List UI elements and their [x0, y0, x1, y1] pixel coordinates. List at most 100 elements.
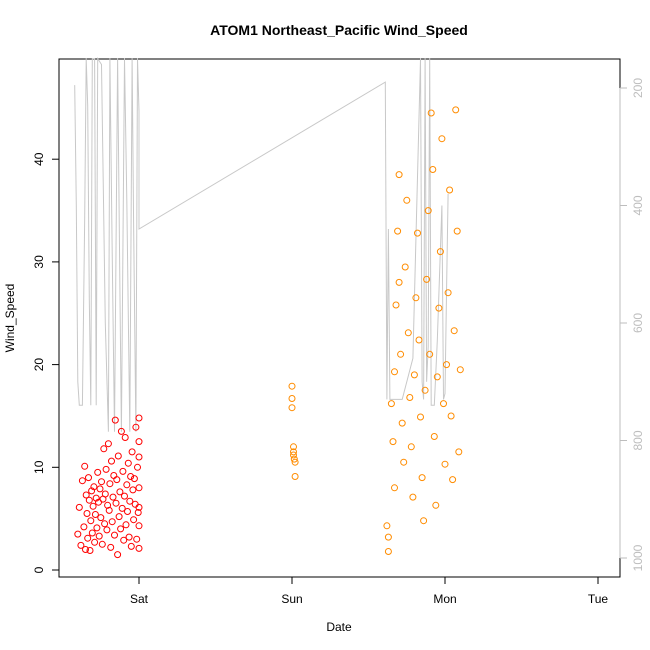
- data-point: [135, 503, 143, 511]
- data-point: [432, 501, 440, 509]
- data-point: [121, 492, 128, 500]
- data-point: [290, 443, 297, 451]
- data-point: [74, 530, 82, 538]
- data-point: [88, 529, 96, 537]
- data-point: [134, 509, 142, 516]
- data-point: [446, 186, 454, 194]
- data-point: [101, 520, 109, 528]
- data-point: [106, 480, 114, 488]
- data-point: [450, 327, 458, 335]
- data-point: [112, 499, 120, 507]
- data-point: [394, 227, 402, 235]
- data-point: [449, 476, 457, 484]
- data-point: [291, 473, 299, 480]
- data-point: [412, 294, 420, 302]
- x-tick-label: Sat: [130, 592, 149, 606]
- x-axis: Sat Sun Mon Tue: [130, 576, 608, 606]
- data-point: [395, 278, 403, 286]
- data-point: [121, 434, 129, 441]
- right-tick-label: 400: [631, 195, 645, 215]
- data-point: [135, 544, 143, 552]
- right-tick-label: 600: [631, 313, 645, 333]
- data-point: [392, 301, 400, 309]
- data-point: [105, 506, 113, 514]
- data-point: [452, 106, 460, 114]
- y-tick-label: 0: [32, 566, 46, 573]
- x-axis-label: Date: [326, 620, 352, 634]
- data-point: [85, 474, 92, 482]
- data-point: [288, 404, 296, 412]
- data-point: [134, 463, 141, 471]
- data-point: [426, 350, 434, 358]
- right-tick-label: 1000: [631, 544, 645, 571]
- right-tick-label: 200: [631, 78, 645, 98]
- plot-frame: [58, 58, 621, 578]
- data-point: [87, 517, 95, 525]
- data-point: [89, 502, 97, 510]
- data-point: [132, 423, 140, 431]
- data-point: [453, 227, 461, 235]
- data-point: [82, 546, 89, 553]
- data-point: [383, 522, 391, 530]
- data-point: [290, 455, 298, 463]
- overlay-series-line: [74, 56, 449, 432]
- data-point: [129, 486, 137, 494]
- data-point: [118, 504, 126, 512]
- data-point: [124, 508, 131, 515]
- data-point: [92, 494, 100, 502]
- data-point: [107, 543, 115, 551]
- data-point: [95, 532, 103, 540]
- data-point: [130, 475, 138, 483]
- data-point: [130, 516, 138, 524]
- data-point: [91, 538, 99, 546]
- data-point: [110, 472, 118, 479]
- data-point: [117, 525, 125, 533]
- data-point: [288, 382, 296, 390]
- data-point: [436, 248, 444, 256]
- data-point: [128, 448, 136, 456]
- points-layer: [74, 106, 464, 559]
- data-point: [384, 548, 392, 555]
- data-point: [455, 448, 463, 456]
- data-point: [125, 533, 133, 541]
- data-point: [98, 540, 106, 548]
- x-tick-label: Sun: [281, 592, 302, 606]
- data-point: [430, 433, 438, 440]
- data-point: [133, 535, 141, 543]
- data-point: [83, 510, 91, 517]
- data-point: [120, 536, 128, 544]
- data-point: [406, 394, 414, 401]
- data-point: [443, 361, 450, 369]
- data-point: [135, 484, 143, 492]
- data-point: [407, 443, 415, 451]
- data-point: [421, 386, 429, 394]
- data-point: [114, 551, 122, 559]
- data-point: [438, 135, 446, 143]
- data-point: [420, 517, 428, 525]
- data-point: [441, 460, 449, 468]
- data-point: [98, 478, 105, 486]
- data-point: [444, 289, 452, 297]
- data-point: [109, 493, 117, 501]
- data-point: [447, 412, 455, 420]
- data-point: [102, 465, 110, 473]
- data-point: [288, 395, 296, 402]
- data-point: [126, 497, 134, 505]
- data-point: [123, 481, 131, 489]
- data-point: [435, 304, 443, 312]
- data-point: [423, 275, 431, 283]
- data-point: [101, 490, 109, 498]
- y-axis-label: Wind_Speed: [3, 284, 17, 353]
- data-point: [108, 457, 115, 465]
- data-point: [86, 547, 94, 554]
- data-point: [417, 413, 424, 421]
- data-point: [113, 476, 121, 484]
- y-tick-label: 40: [32, 152, 46, 166]
- data-point: [290, 448, 297, 456]
- y-axis: 0 10 20 30 40: [32, 152, 60, 573]
- data-point: [415, 336, 423, 344]
- data-point: [85, 496, 93, 504]
- data-point: [135, 414, 143, 422]
- data-point: [387, 400, 395, 408]
